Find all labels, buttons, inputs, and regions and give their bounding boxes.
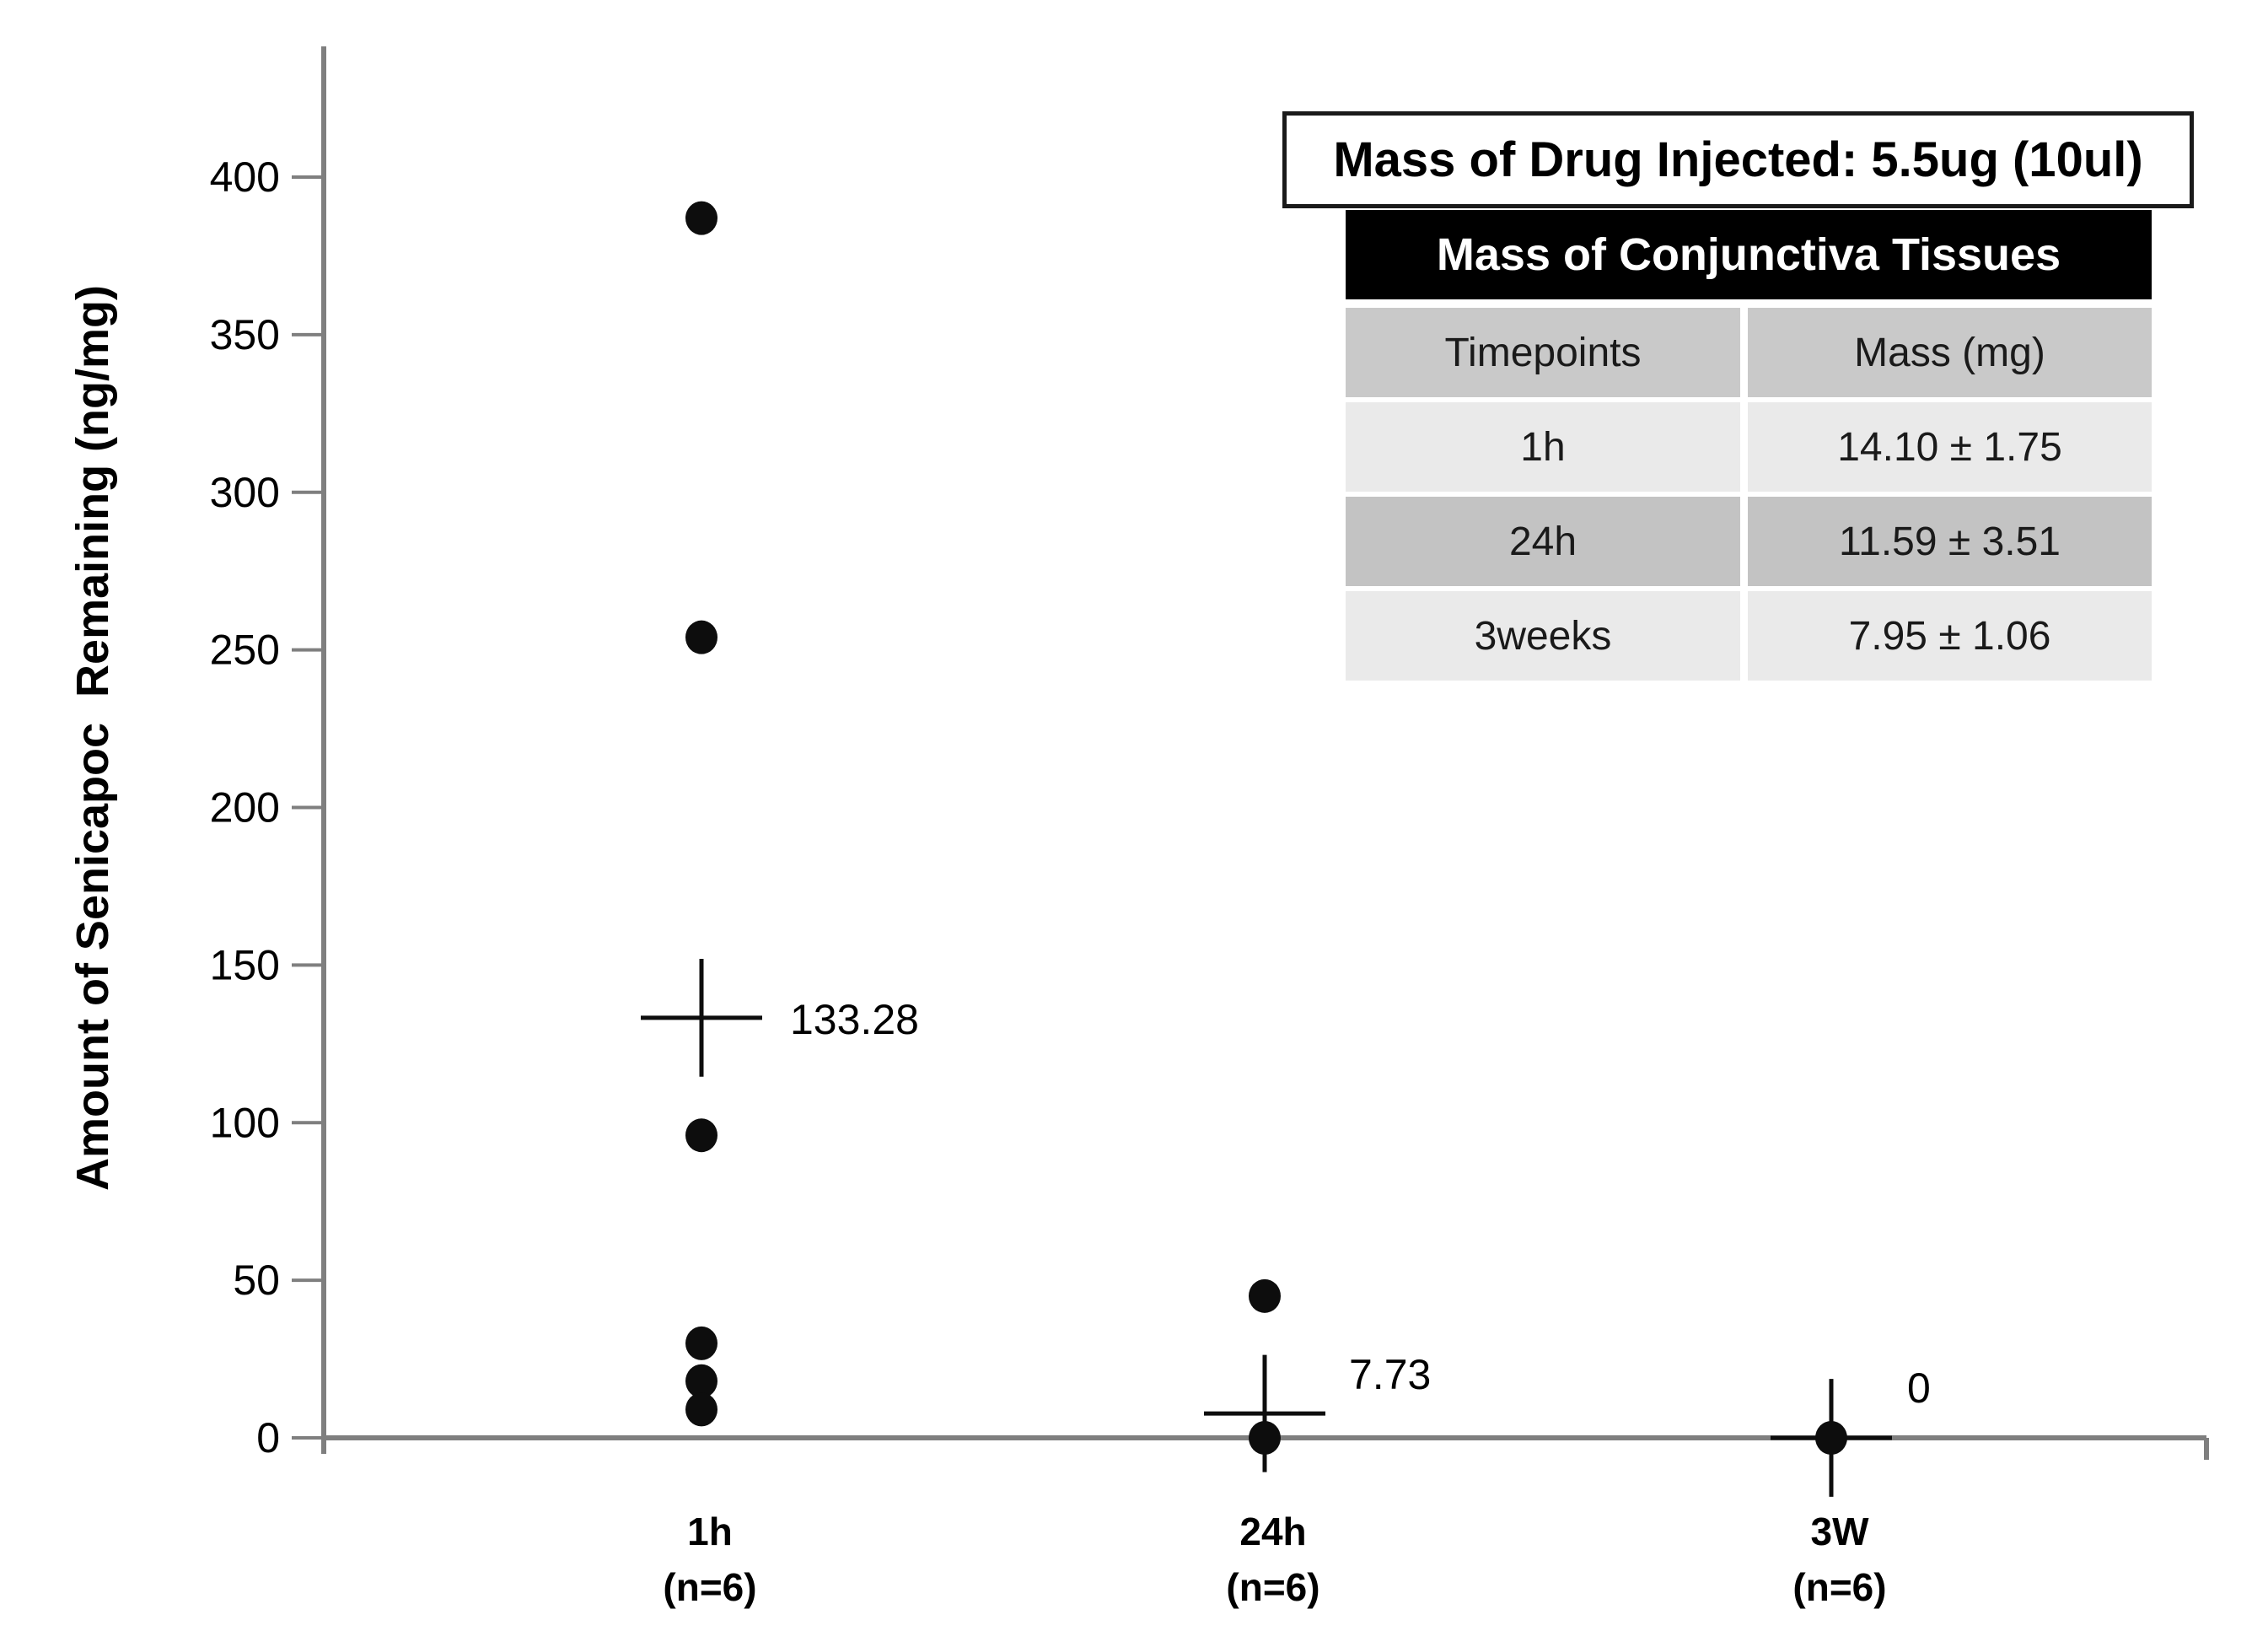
y-tick-label: 150	[210, 941, 280, 988]
table-cell-timepoint: 3weeks	[1346, 591, 1740, 681]
data-point	[685, 201, 717, 235]
table-cell-timepoint: 24h	[1346, 497, 1740, 586]
conjunctiva-mass-table: Mass of Conjunctiva Tissues Timepoints M…	[1346, 210, 2152, 681]
table-cell-mass: 11.59 ± 3.51	[1748, 497, 2152, 586]
table-title-bar: Mass of Conjunctiva Tissues	[1346, 210, 2152, 299]
data-point	[685, 1392, 717, 1427]
y-tick-label: 300	[210, 469, 280, 516]
category-label: 3W	[1811, 1510, 1870, 1553]
category-sublabel: (n=6)	[1792, 1565, 1886, 1609]
injected-mass-title-box: Mass of Drug Injected: 5.5ug (10ul)	[1282, 111, 2194, 208]
table-cell-timepoint: 1h	[1346, 402, 1740, 492]
y-tick-label: 350	[210, 311, 280, 358]
table-cell-mass: 7.95 ± 1.06	[1748, 591, 2152, 681]
category-sublabel: (n=6)	[663, 1565, 756, 1609]
data-point	[1815, 1421, 1847, 1455]
data-point	[685, 1118, 717, 1153]
injected-mass-title: Mass of Drug Injected: 5.5ug (10ul)	[1333, 132, 2143, 187]
y-tick-label: 0	[256, 1414, 280, 1461]
category-label: 1h	[687, 1510, 733, 1553]
data-point	[685, 1364, 717, 1398]
y-tick-label: 50	[233, 1257, 280, 1304]
mean-value-label: 133.28	[790, 996, 919, 1043]
y-tick-label: 200	[210, 784, 280, 832]
data-point	[685, 1326, 717, 1360]
category-sublabel: (n=6)	[1226, 1565, 1319, 1609]
y-tick-label: 250	[210, 627, 280, 674]
data-point	[1249, 1421, 1281, 1455]
data-point	[1249, 1278, 1281, 1313]
y-tick-label: 100	[210, 1099, 280, 1146]
table-title: Mass of Conjunctiva Tissues	[1436, 229, 2061, 280]
category-label: 24h	[1239, 1510, 1306, 1553]
table-grid: Timepoints Mass (mg) 1h 14.10 ± 1.75 24h…	[1346, 308, 2152, 681]
table-cell-mass: 14.10 ± 1.75	[1748, 402, 2152, 492]
column-header-timepoints: Timepoints	[1346, 308, 1740, 397]
column-header-mass: Mass (mg)	[1748, 308, 2152, 397]
mean-value-label: 7.73	[1349, 1351, 1431, 1398]
y-axis-title: Amount of Senicapoc Remaining (ng/mg)	[67, 285, 118, 1191]
data-point	[685, 620, 717, 654]
mean-value-label: 0	[1907, 1364, 1931, 1412]
y-tick-label: 400	[210, 153, 280, 201]
